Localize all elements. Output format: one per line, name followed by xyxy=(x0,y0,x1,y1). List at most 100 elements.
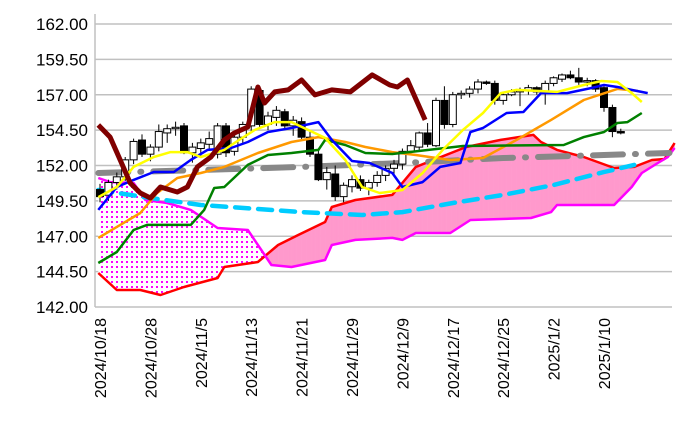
candle-body-up xyxy=(373,174,382,183)
cloud-segment xyxy=(434,158,437,233)
cloud-segment xyxy=(105,180,108,281)
y-tick-label: 147.00 xyxy=(36,227,88,246)
cloud-segment xyxy=(234,229,237,266)
cloud-segment xyxy=(294,235,297,267)
x-tick-label: 2024/10/28 xyxy=(143,318,160,398)
cloud-segment xyxy=(189,209,192,286)
cloud-segment xyxy=(220,228,223,273)
cloud-segment xyxy=(135,185,138,291)
cloud-segment xyxy=(182,207,185,288)
candle xyxy=(457,90,466,99)
cloud-segment xyxy=(180,206,183,289)
cloud-segment xyxy=(210,223,213,280)
ichimoku-cloud xyxy=(98,134,675,295)
cloud-segment xyxy=(236,229,239,266)
cloud-segment xyxy=(310,228,312,264)
candle xyxy=(432,97,440,148)
candle xyxy=(423,123,432,148)
cloud-segment xyxy=(632,166,635,186)
cloud-segment xyxy=(145,200,148,292)
cloud-segment xyxy=(237,229,240,265)
cloud-segment xyxy=(607,165,610,205)
cloud-segment xyxy=(190,209,193,286)
cloud-segment xyxy=(572,153,575,205)
cloud-segment xyxy=(568,153,571,205)
candle xyxy=(348,175,356,193)
cloud-segment xyxy=(299,233,302,266)
cloud-segment xyxy=(304,230,307,265)
cloud-segment xyxy=(251,235,254,263)
cloud-segment xyxy=(199,215,202,283)
cloud-segment xyxy=(392,192,395,239)
candle-body-down xyxy=(314,153,323,181)
indicator-lines-front xyxy=(96,72,648,265)
cloud-segment xyxy=(318,224,321,262)
cloud-segment xyxy=(456,150,459,230)
cloud-segment xyxy=(177,205,180,290)
candle xyxy=(314,149,323,182)
cloud-segment xyxy=(562,151,564,205)
cloud-segment xyxy=(620,167,623,199)
cloud-segment xyxy=(212,224,215,280)
cloud-segment xyxy=(551,147,554,212)
cloud-segment xyxy=(367,198,370,240)
cloud-segment xyxy=(284,240,287,267)
cloud-segment xyxy=(441,156,444,233)
cloud-segment xyxy=(563,151,566,205)
cloud-segment xyxy=(115,182,118,291)
cloud-segment xyxy=(148,200,151,293)
cloud-segment xyxy=(200,216,203,283)
candle-body-up xyxy=(474,81,482,90)
cloud-segment xyxy=(627,167,630,192)
candle-body-down xyxy=(331,173,340,198)
cloud-segment xyxy=(242,229,245,265)
cloud-segment xyxy=(173,204,176,291)
cloud-segment xyxy=(377,196,380,239)
cloud-segment xyxy=(555,149,558,207)
cloud-segment xyxy=(619,167,622,200)
cloud-segment xyxy=(283,241,286,267)
short-ma-line xyxy=(97,79,643,199)
candle xyxy=(264,111,272,131)
candle-body-up xyxy=(390,163,398,169)
candle xyxy=(322,166,331,190)
cloud-segment xyxy=(624,167,627,195)
candle-body-up xyxy=(322,172,331,181)
candle xyxy=(558,73,566,83)
cloud-segment xyxy=(368,197,371,240)
cloud-segment xyxy=(209,222,212,281)
cloud-segment xyxy=(592,160,595,205)
cloud-segment xyxy=(113,182,116,289)
y-tick-label: 152.00 xyxy=(36,157,88,176)
cloud-segment xyxy=(249,232,252,264)
candle-body-up xyxy=(415,132,424,148)
cloud-segment xyxy=(439,156,442,233)
cloud-segment xyxy=(142,195,144,291)
y-tick-label: 154.50 xyxy=(36,121,88,140)
candle xyxy=(138,134,146,158)
cloud-segment xyxy=(373,197,376,239)
cloud-segment xyxy=(442,155,445,233)
cloud-segment xyxy=(634,166,637,184)
cloud-segment xyxy=(175,205,178,290)
cloud-segment xyxy=(452,151,455,232)
cloud-segment xyxy=(625,167,628,193)
span-a-line xyxy=(97,147,676,269)
cloud-segment xyxy=(224,228,227,267)
cloud-segment xyxy=(558,150,561,205)
candle xyxy=(616,128,625,135)
cloud-segment xyxy=(118,182,121,291)
cloud-segment xyxy=(410,170,413,236)
cloud-segment xyxy=(405,176,408,239)
cloud-segment xyxy=(604,164,606,205)
cloud-segment xyxy=(288,239,291,267)
cloud-segment xyxy=(553,148,556,210)
cloud-segment xyxy=(239,229,242,265)
candle-body-down xyxy=(482,81,491,84)
cloud-segment xyxy=(147,200,150,293)
cloud-segment xyxy=(588,158,591,205)
candle xyxy=(163,124,172,143)
candle xyxy=(549,76,558,87)
cloud-segment xyxy=(254,239,257,263)
cloud-segment xyxy=(306,230,309,264)
